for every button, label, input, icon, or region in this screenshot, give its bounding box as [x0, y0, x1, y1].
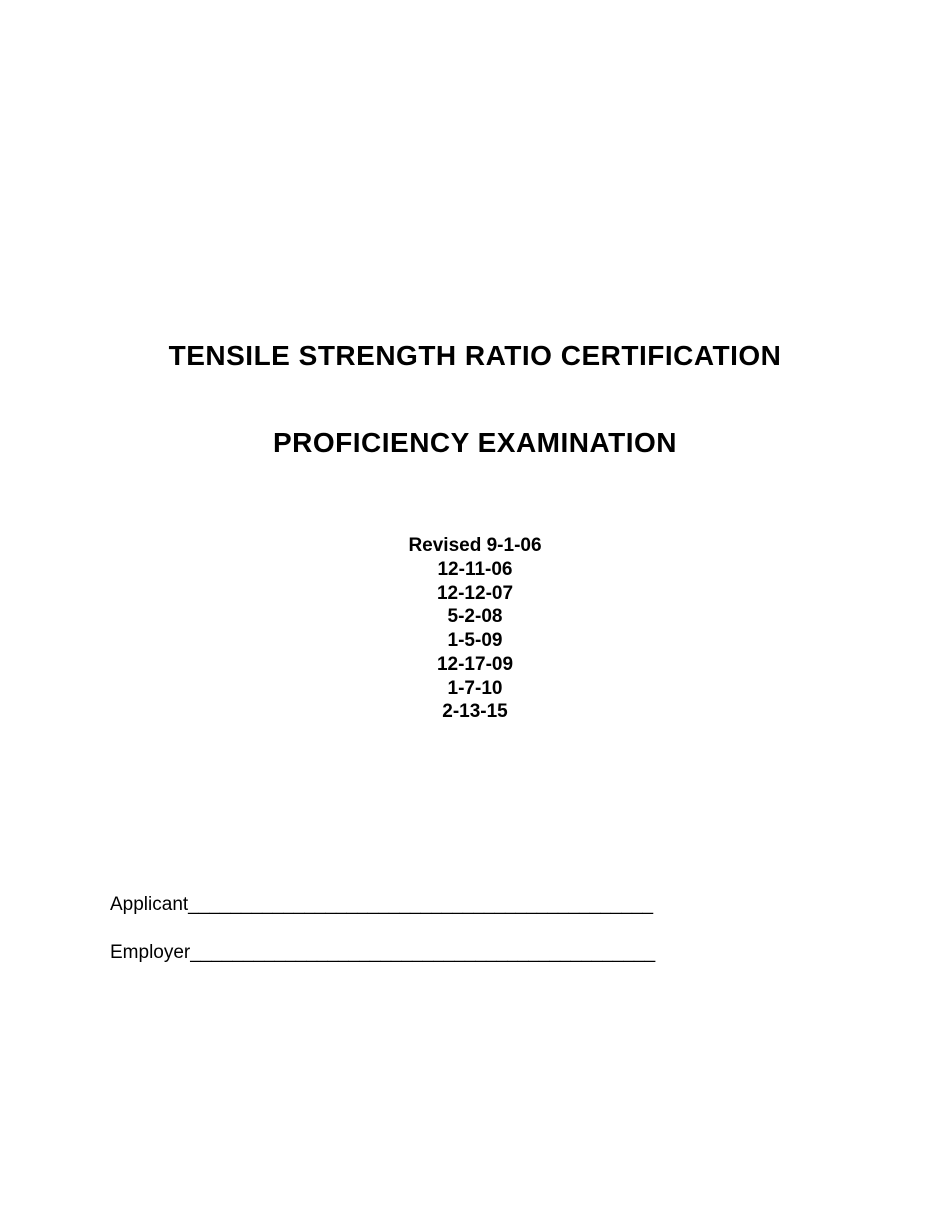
- revision-date: 2-13-15: [110, 700, 840, 724]
- revision-prefix: Revised: [408, 535, 486, 556]
- revision-line: Revised 9-1-06: [110, 534, 840, 558]
- employer-blank-line: ________________________________________…: [190, 942, 655, 963]
- title-block: TENSILE STRENGTH RATIO CERTIFICATION PRO…: [110, 340, 840, 459]
- revision-date: 1-5-09: [110, 629, 840, 653]
- title-line-1: TENSILE STRENGTH RATIO CERTIFICATION: [110, 340, 840, 372]
- revision-date: 9-1-06: [487, 535, 542, 556]
- applicant-label: Applicant: [110, 894, 188, 915]
- revision-dates: Revised 9-1-06 12-11-06 12-12-07 5-2-08 …: [110, 534, 840, 724]
- revision-date: 12-17-09: [110, 653, 840, 677]
- revision-date: 12-12-07: [110, 582, 840, 606]
- employer-field: Employer________________________________…: [110, 942, 840, 965]
- revision-date: 1-7-10: [110, 677, 840, 701]
- revision-date: 5-2-08: [110, 605, 840, 629]
- title-line-2: PROFICIENCY EXAMINATION: [110, 427, 840, 459]
- document-page: TENSILE STRENGTH RATIO CERTIFICATION PRO…: [0, 0, 950, 965]
- form-fields: Applicant_______________________________…: [110, 894, 840, 965]
- applicant-field: Applicant_______________________________…: [110, 894, 840, 917]
- revision-date: 12-11-06: [110, 558, 840, 582]
- applicant-blank-line: ________________________________________…: [188, 894, 653, 915]
- employer-label: Employer: [110, 942, 190, 963]
